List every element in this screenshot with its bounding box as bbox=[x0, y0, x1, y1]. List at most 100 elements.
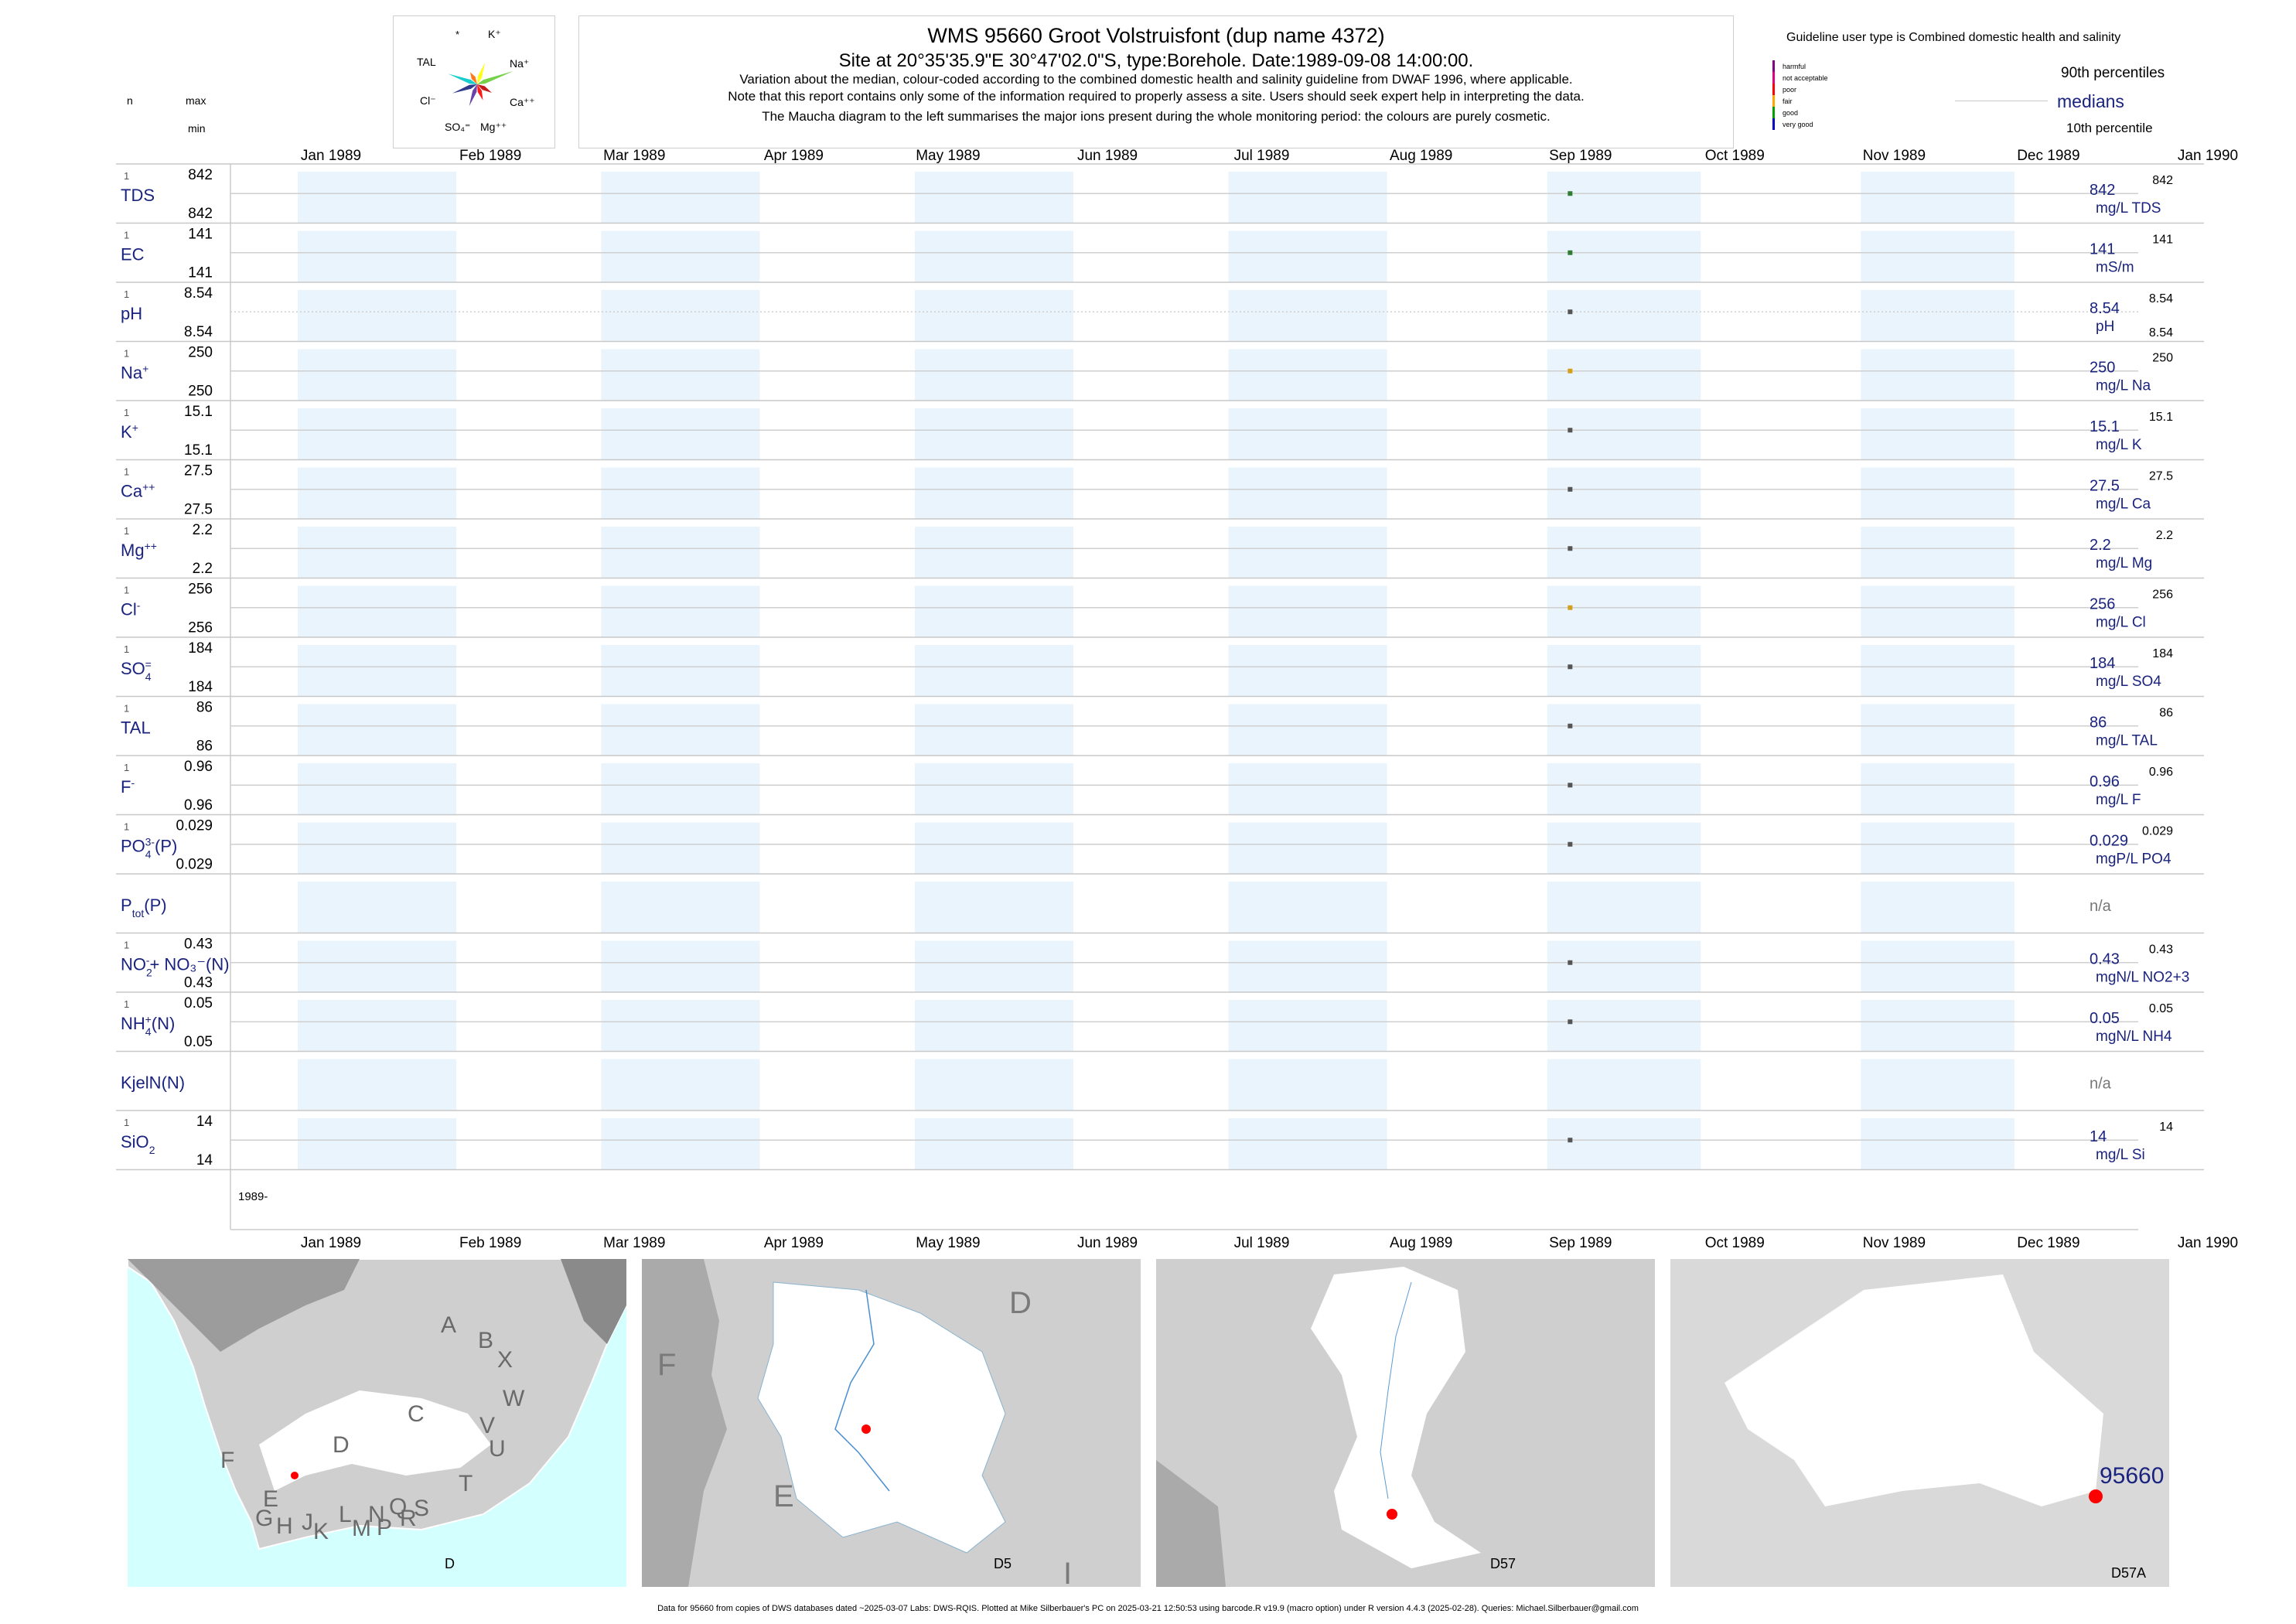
row-sio: SiO2 1 14 14 14 mg/L Si 14 bbox=[116, 1110, 2204, 1169]
row-n: 1 bbox=[124, 230, 129, 241]
variable-label: TAL bbox=[121, 718, 151, 738]
variable-label: Cl- bbox=[121, 599, 141, 619]
row-gap bbox=[230, 1111, 2154, 1118]
region-label: A bbox=[441, 1312, 456, 1338]
right-unit: mg/L Ca bbox=[2096, 496, 2151, 513]
scale-label: harmful bbox=[1783, 62, 1806, 70]
maucha-label-mg: Mg⁺⁺ bbox=[480, 121, 507, 133]
right-p90: 8.54 bbox=[2149, 292, 2173, 305]
month-label-bottom: Jan 1989 bbox=[301, 1235, 361, 1251]
row-n: 1 bbox=[124, 466, 129, 478]
right-unit: mgN/L NH4 bbox=[2096, 1029, 2172, 1045]
variable-label: NO2-+ NO₃⁻(N) bbox=[121, 954, 230, 979]
maucha-label-k: K⁺ bbox=[488, 28, 501, 40]
region-label: L bbox=[339, 1502, 352, 1527]
scale-swatch bbox=[1772, 95, 1775, 107]
right-p90: 86 bbox=[2159, 707, 2173, 720]
row-gap bbox=[230, 874, 2154, 882]
region-label: F bbox=[657, 1348, 676, 1382]
row-max: 0.43 bbox=[184, 937, 213, 953]
maucha-segment bbox=[470, 72, 477, 84]
row-n: 1 bbox=[124, 762, 129, 773]
month-label-bottom: Sep 1989 bbox=[1549, 1235, 1612, 1251]
maucha-label-na: Na⁺ bbox=[510, 57, 529, 70]
variable-label: pH bbox=[121, 304, 142, 323]
row-n: 1 bbox=[124, 170, 129, 182]
site-marker-d57 bbox=[1387, 1509, 1397, 1520]
sample-point bbox=[1568, 191, 1573, 196]
right-median-na: n/a bbox=[2090, 1076, 2112, 1093]
scale-label: poor bbox=[1783, 85, 1797, 94]
row-min: 0.96 bbox=[184, 797, 213, 814]
row-min: 184 bbox=[188, 679, 213, 695]
sample-point bbox=[1568, 546, 1573, 551]
row-max: 0.05 bbox=[184, 995, 213, 1012]
right-median: 842 bbox=[2090, 182, 2115, 199]
maucha-segment bbox=[477, 70, 513, 84]
column-header-min: min bbox=[188, 122, 206, 135]
maucha-segment bbox=[477, 62, 486, 84]
row-max: 842 bbox=[188, 167, 213, 183]
right-p90: 14 bbox=[2159, 1121, 2173, 1134]
row-gap bbox=[230, 459, 2154, 468]
row-gap bbox=[230, 1051, 2154, 1059]
month-label-top: Jan 1989 bbox=[301, 148, 361, 164]
row-n: 1 bbox=[124, 525, 129, 537]
column-header-max: max bbox=[186, 94, 206, 107]
variable-label: NH4+(N) bbox=[121, 1013, 175, 1038]
region-label: K bbox=[313, 1519, 329, 1544]
map-d57: D57 bbox=[1156, 1259, 1655, 1587]
row-n: 1 bbox=[124, 1117, 129, 1128]
right-median-na: n/a bbox=[2090, 898, 2112, 915]
sample-point bbox=[1568, 960, 1573, 965]
row-max: 15.1 bbox=[184, 404, 213, 420]
month-label-bottom: Feb 1989 bbox=[459, 1235, 521, 1251]
row-min: 14 bbox=[196, 1152, 213, 1169]
variable-label: EC bbox=[121, 245, 145, 264]
sample-point bbox=[1568, 783, 1573, 788]
variable-label: Ca++ bbox=[121, 481, 155, 501]
column-header-n: n bbox=[127, 94, 133, 107]
right-unit: mg/L Si bbox=[2096, 1147, 2145, 1163]
footer-note: Data for 95660 from copies of DWS databa… bbox=[657, 1604, 1639, 1613]
maucha-label-so4: SO₄⁼ bbox=[445, 121, 470, 133]
scale-swatch bbox=[1772, 60, 1775, 72]
sample-point bbox=[1568, 428, 1573, 433]
month-label-bottom: Dec 1989 bbox=[2017, 1235, 2079, 1251]
scale-label: very good bbox=[1783, 120, 1813, 128]
scale-swatch bbox=[1772, 84, 1775, 95]
row-gap bbox=[230, 696, 2154, 705]
maucha-segment bbox=[477, 84, 493, 93]
region-label: J bbox=[302, 1510, 313, 1535]
variable-label: Ptot(P) bbox=[121, 896, 167, 919]
guideline-title: Guideline user type is Combined domestic… bbox=[1786, 31, 2121, 44]
region-label: H bbox=[276, 1513, 293, 1539]
sample-point bbox=[1568, 486, 1573, 492]
month-axis-top: Jan 1989 Feb 1989 Mar 1989 Apr 1989 May 1989… bbox=[301, 148, 2238, 164]
scale-swatch bbox=[1772, 72, 1775, 84]
variable-label: K+ bbox=[121, 421, 138, 442]
row-n: 1 bbox=[124, 348, 129, 360]
row-max: 2.2 bbox=[193, 522, 213, 538]
right-median: 0.43 bbox=[2090, 951, 2120, 968]
right-unit: mS/m bbox=[2096, 260, 2134, 276]
row-max: 14 bbox=[196, 1114, 213, 1130]
maucha-diagram: * K⁺ TAL Na⁺ Cl⁻ Ca⁺⁺ SO₄⁼ Mg⁺⁺ bbox=[393, 15, 555, 148]
row-min: 250 bbox=[188, 384, 213, 400]
row-n: 1 bbox=[124, 288, 129, 300]
variable-label: SiO2 bbox=[121, 1132, 155, 1156]
maucha-svg: * K⁺ TAL Na⁺ Cl⁻ Ca⁺⁺ SO₄⁼ Mg⁺⁺ bbox=[417, 28, 535, 133]
scale-row: fair bbox=[1772, 95, 1828, 107]
month-label-bottom: Mar 1989 bbox=[603, 1235, 665, 1251]
right-p90: 15.1 bbox=[2149, 411, 2173, 424]
map2-regions: D F E I bbox=[657, 1286, 1072, 1587]
sample-point bbox=[1568, 605, 1573, 610]
right-median: 15.1 bbox=[2090, 418, 2120, 435]
scale-label: fair bbox=[1783, 97, 1793, 105]
row-gap bbox=[230, 282, 2154, 290]
right-p10: 8.54 bbox=[2149, 326, 2173, 339]
